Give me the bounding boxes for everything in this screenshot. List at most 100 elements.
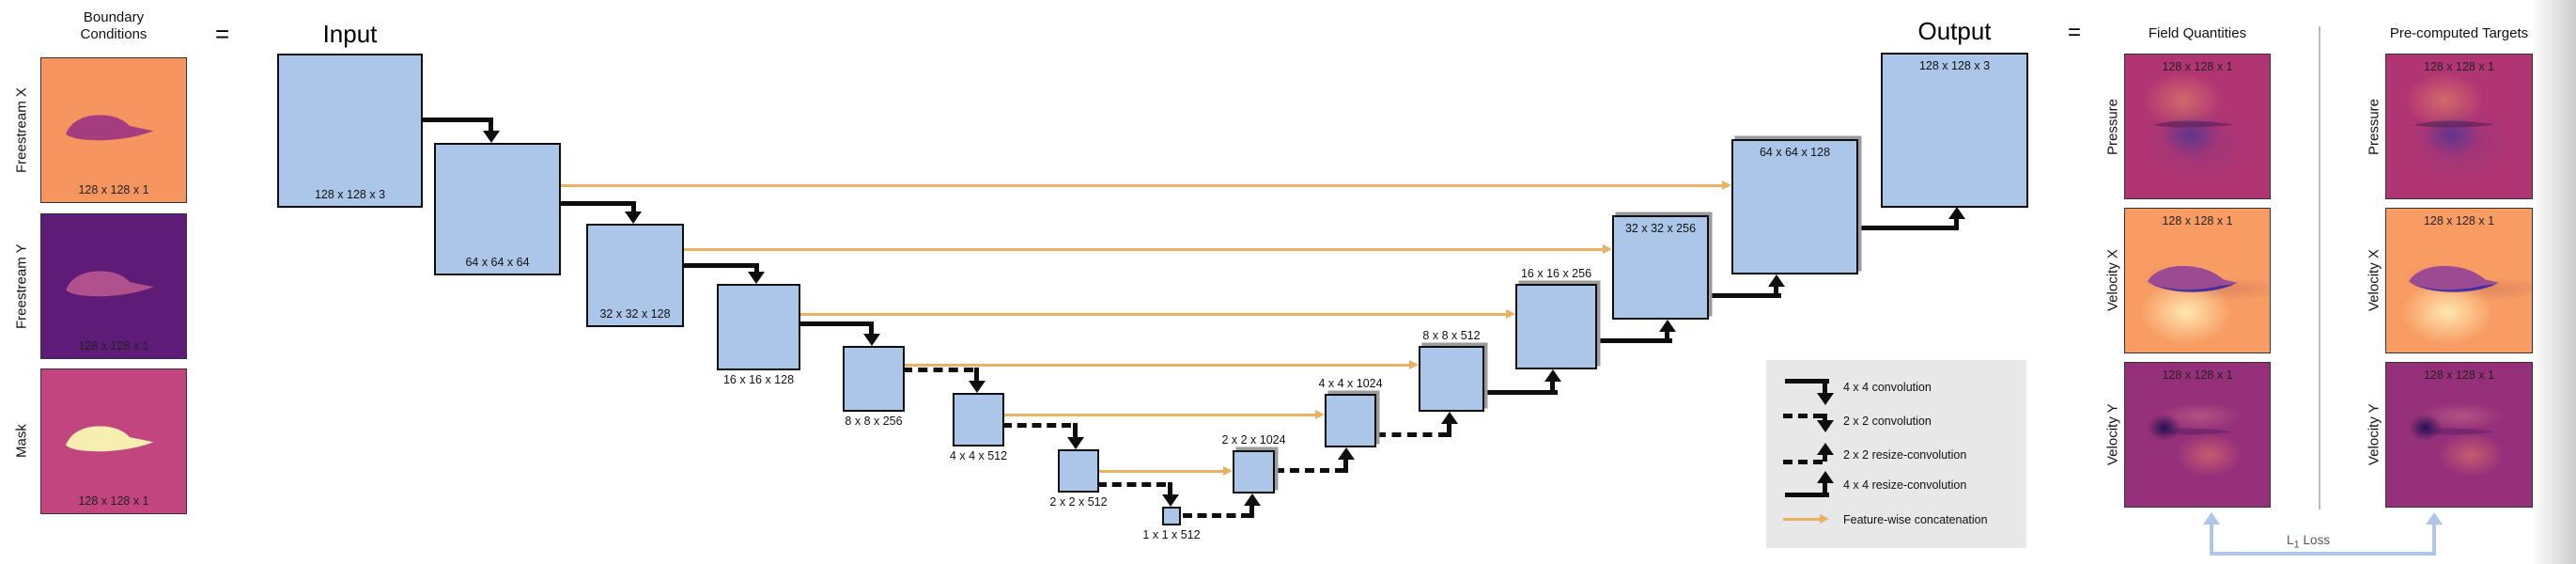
- loss-bracket-left-arm: [2210, 524, 2213, 556]
- skip-connection-line: [682, 248, 1604, 251]
- row-label-mask: Mask: [13, 424, 30, 459]
- conv-arrow-segment: [489, 118, 493, 132]
- conv-arrow-segment: [754, 263, 759, 273]
- mask-image: 128 x 128 x 1: [40, 368, 187, 514]
- conv-arrowhead: [748, 272, 765, 284]
- legend-dashed-up-arrow-icon: [1783, 460, 1823, 464]
- conv-arrow-segment: [974, 368, 979, 382]
- skip-arrowhead: [1506, 309, 1515, 319]
- conv-arrowhead: [1162, 494, 1179, 507]
- decoder-box-16: 16 x 16 x 256: [1515, 267, 1597, 369]
- legend-item-label: 2 x 2 convolution: [1843, 415, 1932, 428]
- encoder-box-16: 16 x 16 x 128: [717, 284, 800, 386]
- freestream-x-dims: 128 x 128 x 1: [78, 183, 149, 196]
- resize-conv-segment: [1856, 226, 1959, 230]
- output-dims: 128 x 128 x 3: [1918, 59, 1991, 72]
- boundary-title-line1: Boundary: [83, 9, 145, 25]
- decoder-dims: 8 x 8 x 512: [1422, 329, 1481, 342]
- pressure-target-dims: 128 x 128 x 1: [2423, 60, 2495, 73]
- conv-arrow-segment: [1073, 423, 1078, 438]
- legend-dashed-down-arrow-icon: [1783, 414, 1823, 418]
- conv-arrowhead: [1067, 437, 1084, 449]
- row-label-velocity-x-target: Velocity X: [2366, 249, 2382, 312]
- conv-arrowhead: [969, 381, 985, 393]
- input-title: Input: [322, 20, 378, 48]
- encoder-dims: 2 x 2 x 512: [1049, 495, 1108, 509]
- pressure-prediction-image: 128 x 128 x 1: [2124, 54, 2271, 199]
- resize-conv-arrowhead: [1544, 369, 1561, 382]
- loss-sub: 1: [2293, 539, 2300, 551]
- velocity-x-prediction-image: 128 x 128 x 1: [2124, 208, 2271, 353]
- encoder-box-32: 32 x 32 x 128: [586, 224, 684, 327]
- resize-conv-arrow-dashed: [1275, 468, 1344, 473]
- velocity-y-target-image: 128 x 128 x 1: [2385, 362, 2533, 508]
- velocity-x-target-image: 128 x 128 x 1: [2385, 208, 2533, 353]
- legend-solid-up-arrow-icon: [1823, 482, 1827, 494]
- conv-arrow-segment: [799, 321, 874, 326]
- encoder-dims: 8 x 8 x 256: [845, 415, 903, 428]
- airfoil-silhouette: [2152, 428, 2231, 435]
- encoder-box-8: 8 x 8 x 256: [843, 346, 905, 428]
- legend-box: [1766, 360, 2026, 548]
- conv-arrow-segment: [631, 201, 636, 212]
- loss-base: L: [2287, 533, 2294, 547]
- resize-conv-arrowhead: [1338, 447, 1355, 460]
- encoder-dims: 4 x 4 x 512: [949, 449, 1008, 462]
- conv-arrow-segment: [559, 201, 636, 206]
- airfoil-silhouette: [2413, 428, 2493, 435]
- encoder-dims: 64 x 64 x 64: [465, 256, 530, 269]
- airfoil-silhouette: [2413, 120, 2493, 128]
- skip-connection-line: [903, 364, 1410, 367]
- resize-conv-arrowhead: [1948, 207, 1965, 219]
- airfoil-silhouette: [66, 270, 154, 296]
- mask-dims: 128 x 128 x 1: [78, 494, 149, 508]
- velocity-x-target-dims: 128 x 128 x 1: [2423, 214, 2495, 227]
- decoder-box-8: 8 x 8 x 512: [1419, 329, 1484, 412]
- conv-arrow-dashed: [903, 368, 973, 372]
- boundary-title-line2: Conditions: [80, 26, 147, 42]
- conv-arrow-segment: [421, 118, 493, 122]
- encoder-box-128: 128 x 128 x 3: [277, 54, 423, 208]
- resize-conv-arrow-dashed: [1183, 513, 1250, 518]
- pressure-dims: 128 x 128 x 1: [2162, 60, 2233, 73]
- resize-conv-segment: [1707, 293, 1781, 298]
- loss-arrowhead-left: [2203, 512, 2220, 525]
- skip-connection-line: [1002, 414, 1316, 416]
- decoder-dims: 64 x 64 x 128: [1759, 146, 1831, 159]
- resize-conv-arrowhead: [1441, 412, 1458, 424]
- resize-conv-segment: [1482, 390, 1558, 395]
- row-label-velocity-y: Velocity Y: [2104, 403, 2121, 466]
- decoder-box-4: 4 x 4 x 1024: [1318, 377, 1383, 447]
- skip-connection-line: [559, 184, 1723, 187]
- row-label-freestream-x: Freestream X: [13, 87, 30, 173]
- loss-bracket-right-arm: [2432, 524, 2436, 556]
- legend-item-label: Feature-wise concatenation: [1843, 513, 1988, 526]
- freestream-y-image: 128 x 128 x 1: [40, 213, 187, 359]
- encoder-dims: 32 x 32 x 128: [599, 307, 671, 321]
- legend-solid-down-arrow-icon: [1785, 379, 1829, 384]
- encoder-box-64: 64 x 64 x 64: [434, 143, 561, 275]
- encoder-dims: 128 x 128 x 3: [314, 188, 386, 201]
- resize-conv-segment: [1343, 460, 1348, 473]
- resize-conv-arrowhead: [1659, 320, 1676, 332]
- airfoil-silhouette: [66, 114, 154, 140]
- right-edge-shading: [2531, 0, 2576, 564]
- equals-sign-right: =: [2068, 20, 2082, 45]
- velocity-x-dims: 128 x 128 x 1: [2162, 214, 2233, 227]
- row-label-velocity-y-target: Velocity Y: [2366, 403, 2382, 466]
- encoder-box-4: 4 x 4 x 512: [950, 393, 1007, 462]
- bottleneck-box-1: 1 x 1 x 512: [1142, 507, 1201, 541]
- output-title: Output: [1917, 17, 1992, 45]
- row-label-freestream-y: Freestream Y: [13, 243, 30, 329]
- decoder-dims: 4 x 4 x 1024: [1318, 377, 1383, 390]
- freestream-y-dims: 128 x 128 x 1: [78, 339, 149, 352]
- skip-arrowhead: [1315, 410, 1325, 419]
- skip-connection-line: [799, 313, 1507, 316]
- conv-arrow-segment: [1168, 482, 1172, 495]
- encoder-dims: 16 x 16 x 128: [722, 373, 795, 386]
- resize-conv-arrowhead: [1768, 274, 1785, 287]
- legend-solid-up-arrow-icon: [1785, 493, 1829, 497]
- velocity-y-prediction-image: 128 x 128 x 1: [2124, 362, 2271, 508]
- velocity-y-dims: 128 x 128 x 1: [2162, 368, 2233, 382]
- legend-item-label: 2 x 2 resize-convolution: [1843, 448, 1967, 462]
